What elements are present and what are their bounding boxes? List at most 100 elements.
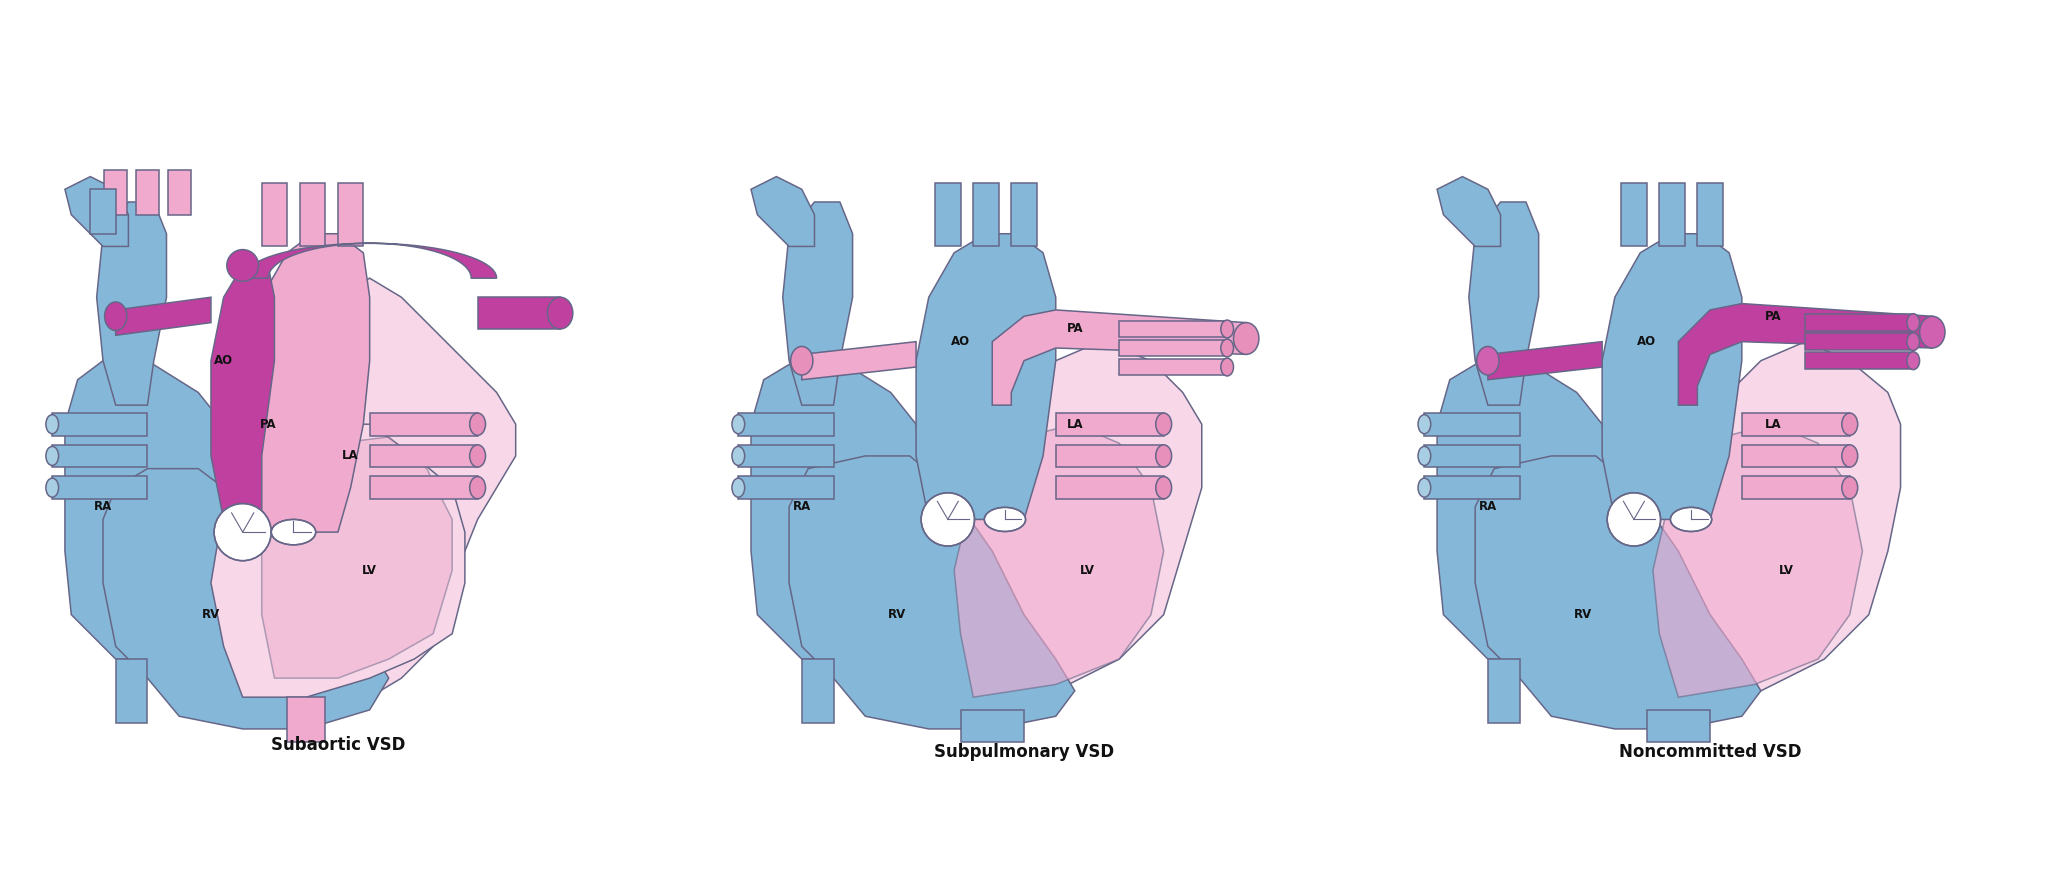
Polygon shape — [242, 233, 369, 532]
Ellipse shape — [1155, 413, 1171, 435]
Ellipse shape — [1907, 352, 1919, 369]
Ellipse shape — [227, 249, 258, 282]
Polygon shape — [135, 170, 160, 215]
Polygon shape — [369, 413, 477, 435]
Text: AO: AO — [1636, 335, 1657, 348]
Text: LA: LA — [1067, 417, 1083, 431]
Polygon shape — [801, 342, 915, 380]
Polygon shape — [1468, 202, 1538, 405]
Polygon shape — [782, 202, 852, 405]
Ellipse shape — [1477, 346, 1499, 375]
Polygon shape — [115, 297, 211, 335]
Polygon shape — [262, 437, 453, 679]
Ellipse shape — [1671, 508, 1712, 532]
Polygon shape — [1659, 183, 1686, 247]
Text: AO: AO — [215, 354, 233, 367]
Ellipse shape — [270, 519, 315, 544]
Circle shape — [922, 493, 975, 546]
Text: Noncommitted VSD: Noncommitted VSD — [1618, 743, 1802, 761]
Ellipse shape — [45, 415, 59, 434]
Polygon shape — [1602, 233, 1741, 519]
Ellipse shape — [1417, 478, 1432, 497]
Polygon shape — [961, 710, 1024, 742]
Ellipse shape — [1221, 339, 1233, 357]
Circle shape — [1608, 493, 1661, 546]
Polygon shape — [1425, 413, 1520, 435]
Polygon shape — [338, 183, 362, 247]
Polygon shape — [1438, 360, 1608, 659]
Polygon shape — [915, 233, 1057, 519]
Ellipse shape — [1155, 445, 1171, 467]
Ellipse shape — [1417, 446, 1432, 466]
Ellipse shape — [1907, 333, 1919, 350]
Polygon shape — [1806, 352, 1913, 369]
Text: AO: AO — [950, 335, 971, 348]
Polygon shape — [788, 456, 1075, 729]
Polygon shape — [96, 202, 166, 405]
Polygon shape — [90, 190, 115, 233]
Polygon shape — [1698, 183, 1722, 247]
Polygon shape — [115, 659, 147, 722]
Ellipse shape — [1233, 323, 1260, 354]
Text: LV: LV — [1079, 564, 1096, 577]
Polygon shape — [1653, 424, 1862, 697]
Ellipse shape — [1221, 320, 1233, 338]
Polygon shape — [102, 468, 389, 729]
Ellipse shape — [1221, 358, 1233, 376]
Ellipse shape — [985, 508, 1026, 532]
Polygon shape — [1679, 304, 1933, 405]
Polygon shape — [737, 413, 834, 435]
Polygon shape — [369, 477, 477, 499]
Polygon shape — [1647, 710, 1710, 742]
Polygon shape — [211, 424, 465, 697]
Polygon shape — [287, 697, 326, 742]
Text: RV: RV — [203, 608, 219, 621]
Ellipse shape — [469, 445, 485, 467]
Polygon shape — [1475, 456, 1761, 729]
Polygon shape — [936, 183, 961, 247]
Polygon shape — [1806, 315, 1913, 331]
Polygon shape — [66, 177, 129, 247]
Polygon shape — [1057, 413, 1163, 435]
Polygon shape — [53, 477, 147, 499]
Polygon shape — [1487, 342, 1602, 380]
Ellipse shape — [791, 346, 813, 375]
Polygon shape — [211, 266, 274, 519]
Polygon shape — [104, 170, 127, 215]
Polygon shape — [993, 310, 1245, 405]
Ellipse shape — [45, 478, 59, 497]
Polygon shape — [801, 659, 834, 722]
Polygon shape — [737, 477, 834, 499]
Polygon shape — [211, 278, 516, 710]
Polygon shape — [1741, 413, 1849, 435]
Ellipse shape — [1841, 413, 1858, 435]
Text: PA: PA — [1067, 323, 1083, 335]
Polygon shape — [752, 360, 922, 659]
Ellipse shape — [1841, 477, 1858, 499]
Polygon shape — [1012, 183, 1036, 247]
Polygon shape — [477, 297, 561, 329]
Ellipse shape — [731, 415, 745, 434]
Polygon shape — [1741, 444, 1849, 468]
Text: RA: RA — [1479, 501, 1497, 513]
Text: Subaortic VSD: Subaortic VSD — [270, 737, 406, 755]
Polygon shape — [168, 170, 190, 215]
Polygon shape — [66, 360, 229, 659]
Polygon shape — [262, 183, 287, 247]
Ellipse shape — [1155, 477, 1171, 499]
Text: LV: LV — [1780, 564, 1794, 577]
Text: LA: LA — [342, 450, 358, 462]
Ellipse shape — [1417, 415, 1432, 434]
Polygon shape — [53, 444, 147, 468]
Polygon shape — [1487, 659, 1520, 722]
Ellipse shape — [469, 413, 485, 435]
Text: Subpulmonary VSD: Subpulmonary VSD — [934, 743, 1114, 761]
Ellipse shape — [45, 446, 59, 466]
Text: LA: LA — [1765, 417, 1782, 431]
Text: RV: RV — [1575, 608, 1591, 621]
Polygon shape — [973, 183, 999, 247]
Polygon shape — [53, 413, 147, 435]
Polygon shape — [1057, 444, 1163, 468]
Ellipse shape — [547, 297, 573, 329]
Ellipse shape — [469, 477, 485, 499]
